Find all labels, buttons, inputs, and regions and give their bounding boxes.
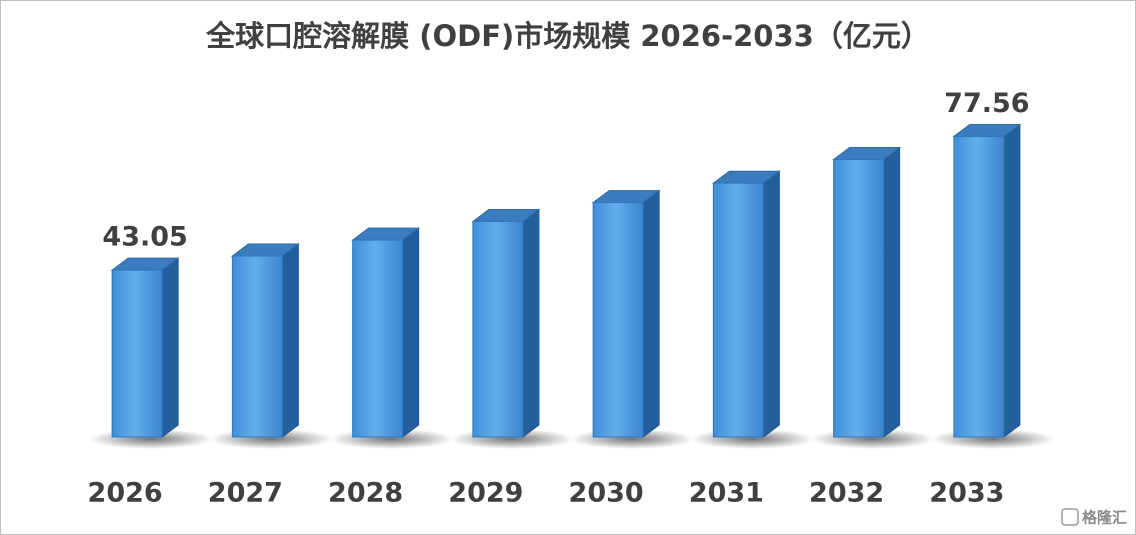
x-tick-label: 2029 <box>448 478 523 509</box>
bar-side <box>522 208 540 438</box>
bar <box>111 269 163 438</box>
bar-side <box>762 170 780 438</box>
x-tick-label: 2031 <box>689 478 764 509</box>
x-tick-label: 2032 <box>809 478 884 509</box>
bar <box>712 182 764 438</box>
bar <box>231 255 283 438</box>
x-tick-label: 2033 <box>929 478 1004 509</box>
x-tick-label: 2026 <box>88 478 163 509</box>
x-tick-label: 2028 <box>328 478 403 509</box>
bar <box>953 135 1005 438</box>
data-label: 43.05 <box>102 222 187 253</box>
chart-title: 全球口腔溶解膜 (ODF)市场规模 2026-2033（亿元） <box>205 19 930 53</box>
bar <box>833 159 885 438</box>
watermark: 格隆汇 <box>1061 508 1127 527</box>
x-tick-label: 2027 <box>208 478 283 509</box>
bar-side <box>642 189 660 438</box>
bar-side <box>883 146 901 438</box>
bar <box>472 221 524 438</box>
watermark-icon <box>1061 508 1079 526</box>
watermark-text: 格隆汇 <box>1082 509 1127 527</box>
bar <box>592 202 644 438</box>
bar-side <box>161 257 179 438</box>
bar-side <box>1003 123 1021 438</box>
bar-side <box>402 227 420 438</box>
bar <box>352 239 404 438</box>
bar-side <box>281 243 299 438</box>
x-tick-label: 2030 <box>569 478 644 509</box>
data-label: 77.56 <box>944 88 1029 119</box>
